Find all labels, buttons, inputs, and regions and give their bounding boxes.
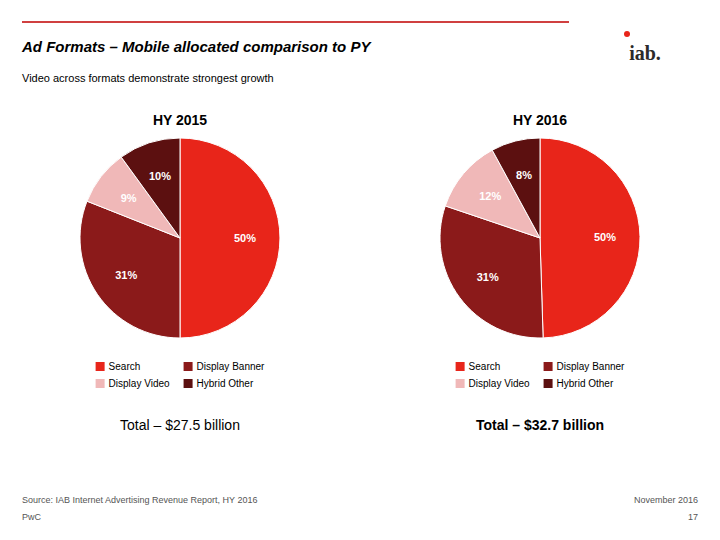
pie-slice [121, 138, 180, 238]
data-label: 50% [234, 232, 256, 244]
legend-item: Hybrid Other [544, 378, 614, 389]
pie-chart: HY 2016 50% 31% 12% 8% Search Display Banner Di… [440, 112, 640, 433]
legend-entry: Search [469, 361, 501, 372]
footer-text: Source: IAB Internet Advertising Revenue… [22, 495, 257, 505]
footer-text: 17 [688, 512, 698, 522]
footer-text: November 2016 [634, 495, 698, 505]
data-label: 50% [594, 231, 616, 243]
chart-root: Ad Formats – Mobile allocated comparison… [0, 0, 720, 540]
chart-title: HY 2016 [513, 112, 567, 128]
legend-swatch [96, 379, 105, 388]
data-labels: 50% 31% 12% 8% [477, 169, 616, 283]
legend-swatch [456, 379, 465, 388]
legend-swatch [184, 379, 193, 388]
legend-item: Display Video [456, 378, 530, 389]
legend-entry: Display Banner [197, 361, 265, 372]
legend-entry: Display Video [109, 378, 170, 389]
legend-item: Hybrid Other [184, 378, 254, 389]
legend-entry: Display Banner [557, 361, 625, 372]
pie-slice [492, 138, 540, 238]
legend: Search Display Banner Display Video Hybrid … [96, 361, 265, 389]
data-label: 31% [477, 271, 499, 283]
legend-item: Display Banner [184, 361, 265, 372]
title: Ad Formats – Mobile allocated comparison… [21, 38, 372, 55]
legend-swatch [96, 362, 105, 371]
legend-item: Search [456, 361, 501, 372]
pie-slice [540, 138, 640, 338]
footer-text: PwC [22, 512, 42, 522]
legend: Search Display Banner Display Video Hybrid … [456, 361, 625, 389]
legend-item: Search [96, 361, 141, 372]
pie-chart: HY 2015 50% 31% 9% 10% Search Display Banner Di… [80, 112, 280, 433]
data-labels: 50% 31% 9% 10% [115, 170, 256, 280]
data-label: 12% [479, 190, 501, 202]
data-label: 10% [149, 170, 171, 182]
data-label: 9% [121, 192, 137, 204]
data-label: 31% [115, 269, 137, 281]
subtitle: Video across formats demonstrate stronge… [22, 72, 274, 84]
slices [440, 138, 640, 338]
legend-entry: Display Video [469, 378, 530, 389]
chart-title: HY 2015 [153, 112, 207, 128]
background [0, 0, 720, 540]
legend-item: Display Banner [544, 361, 625, 372]
legend-swatch [184, 362, 193, 371]
slices [80, 138, 280, 338]
logo-dot [624, 31, 630, 37]
legend-swatch [456, 362, 465, 371]
legend-entry: Hybrid Other [197, 378, 254, 389]
data-label: 8% [516, 169, 532, 181]
total: Total – $32.7 billion [476, 417, 604, 433]
legend-swatch [544, 362, 553, 371]
header-rule [22, 21, 569, 23]
total: Total – $27.5 billion [120, 417, 240, 433]
legend-item: Display Video [96, 378, 170, 389]
legend-swatch [544, 379, 553, 388]
legend-entry: Hybrid Other [557, 378, 614, 389]
logo: iab. [629, 42, 661, 64]
pie-slice [180, 138, 280, 338]
legend-entry: Search [109, 361, 141, 372]
